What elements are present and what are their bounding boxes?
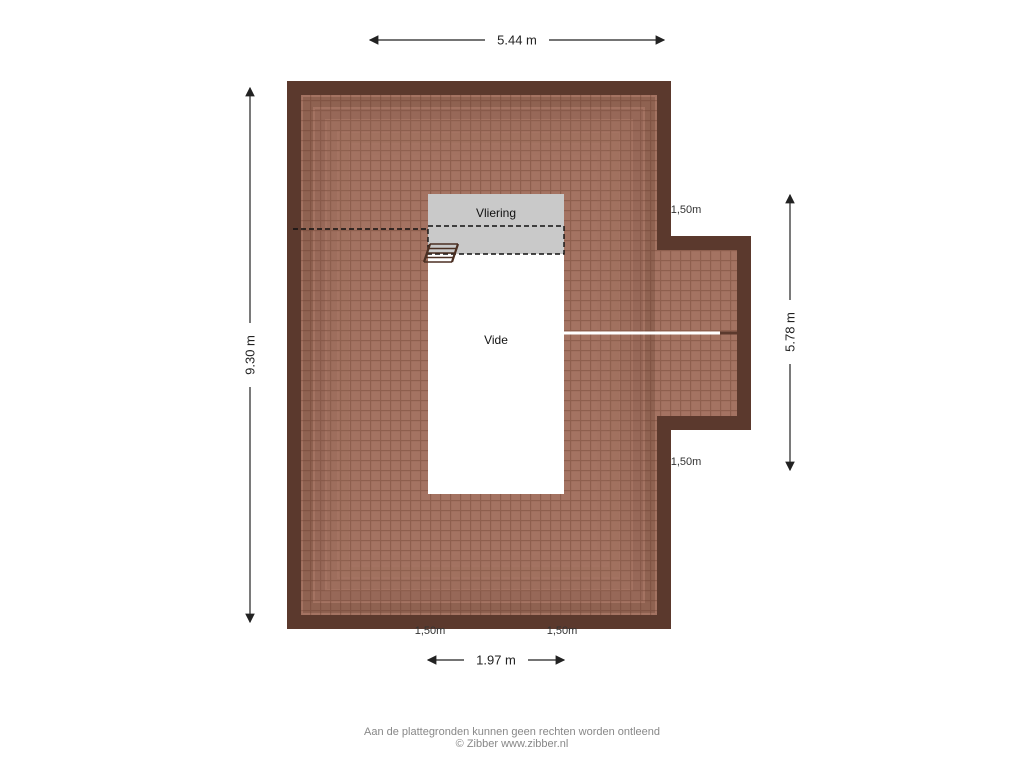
dim-left-label: 9.30 m — [243, 335, 258, 375]
inline-dim-b2: 1,50m — [547, 625, 578, 637]
inline-dim-r2: 1,50m — [671, 456, 702, 468]
inline-dim-b1: 1,50m — [415, 625, 446, 637]
dim-top-label: 5.44 m — [497, 33, 537, 48]
disclaimer: Aan de plattegronden kunnen geen rechten… — [0, 726, 1024, 750]
dim-right-label: 5.78 m — [783, 312, 798, 352]
dim-bottom-label: 1.97 m — [476, 653, 516, 668]
label-vliering: Vliering — [476, 206, 516, 220]
disclaimer-line1: Aan de plattegronden kunnen geen rechten… — [364, 726, 660, 738]
inline-dim-r1: 1,50m — [671, 204, 702, 216]
disclaimer-line2: © Zibber www.zibber.nl — [456, 738, 569, 750]
label-vide: Vide — [484, 333, 508, 347]
floorplan-stage: Vliering Vide 5.44 m 1.97 m 9.30 m 5.78 … — [0, 0, 1024, 768]
